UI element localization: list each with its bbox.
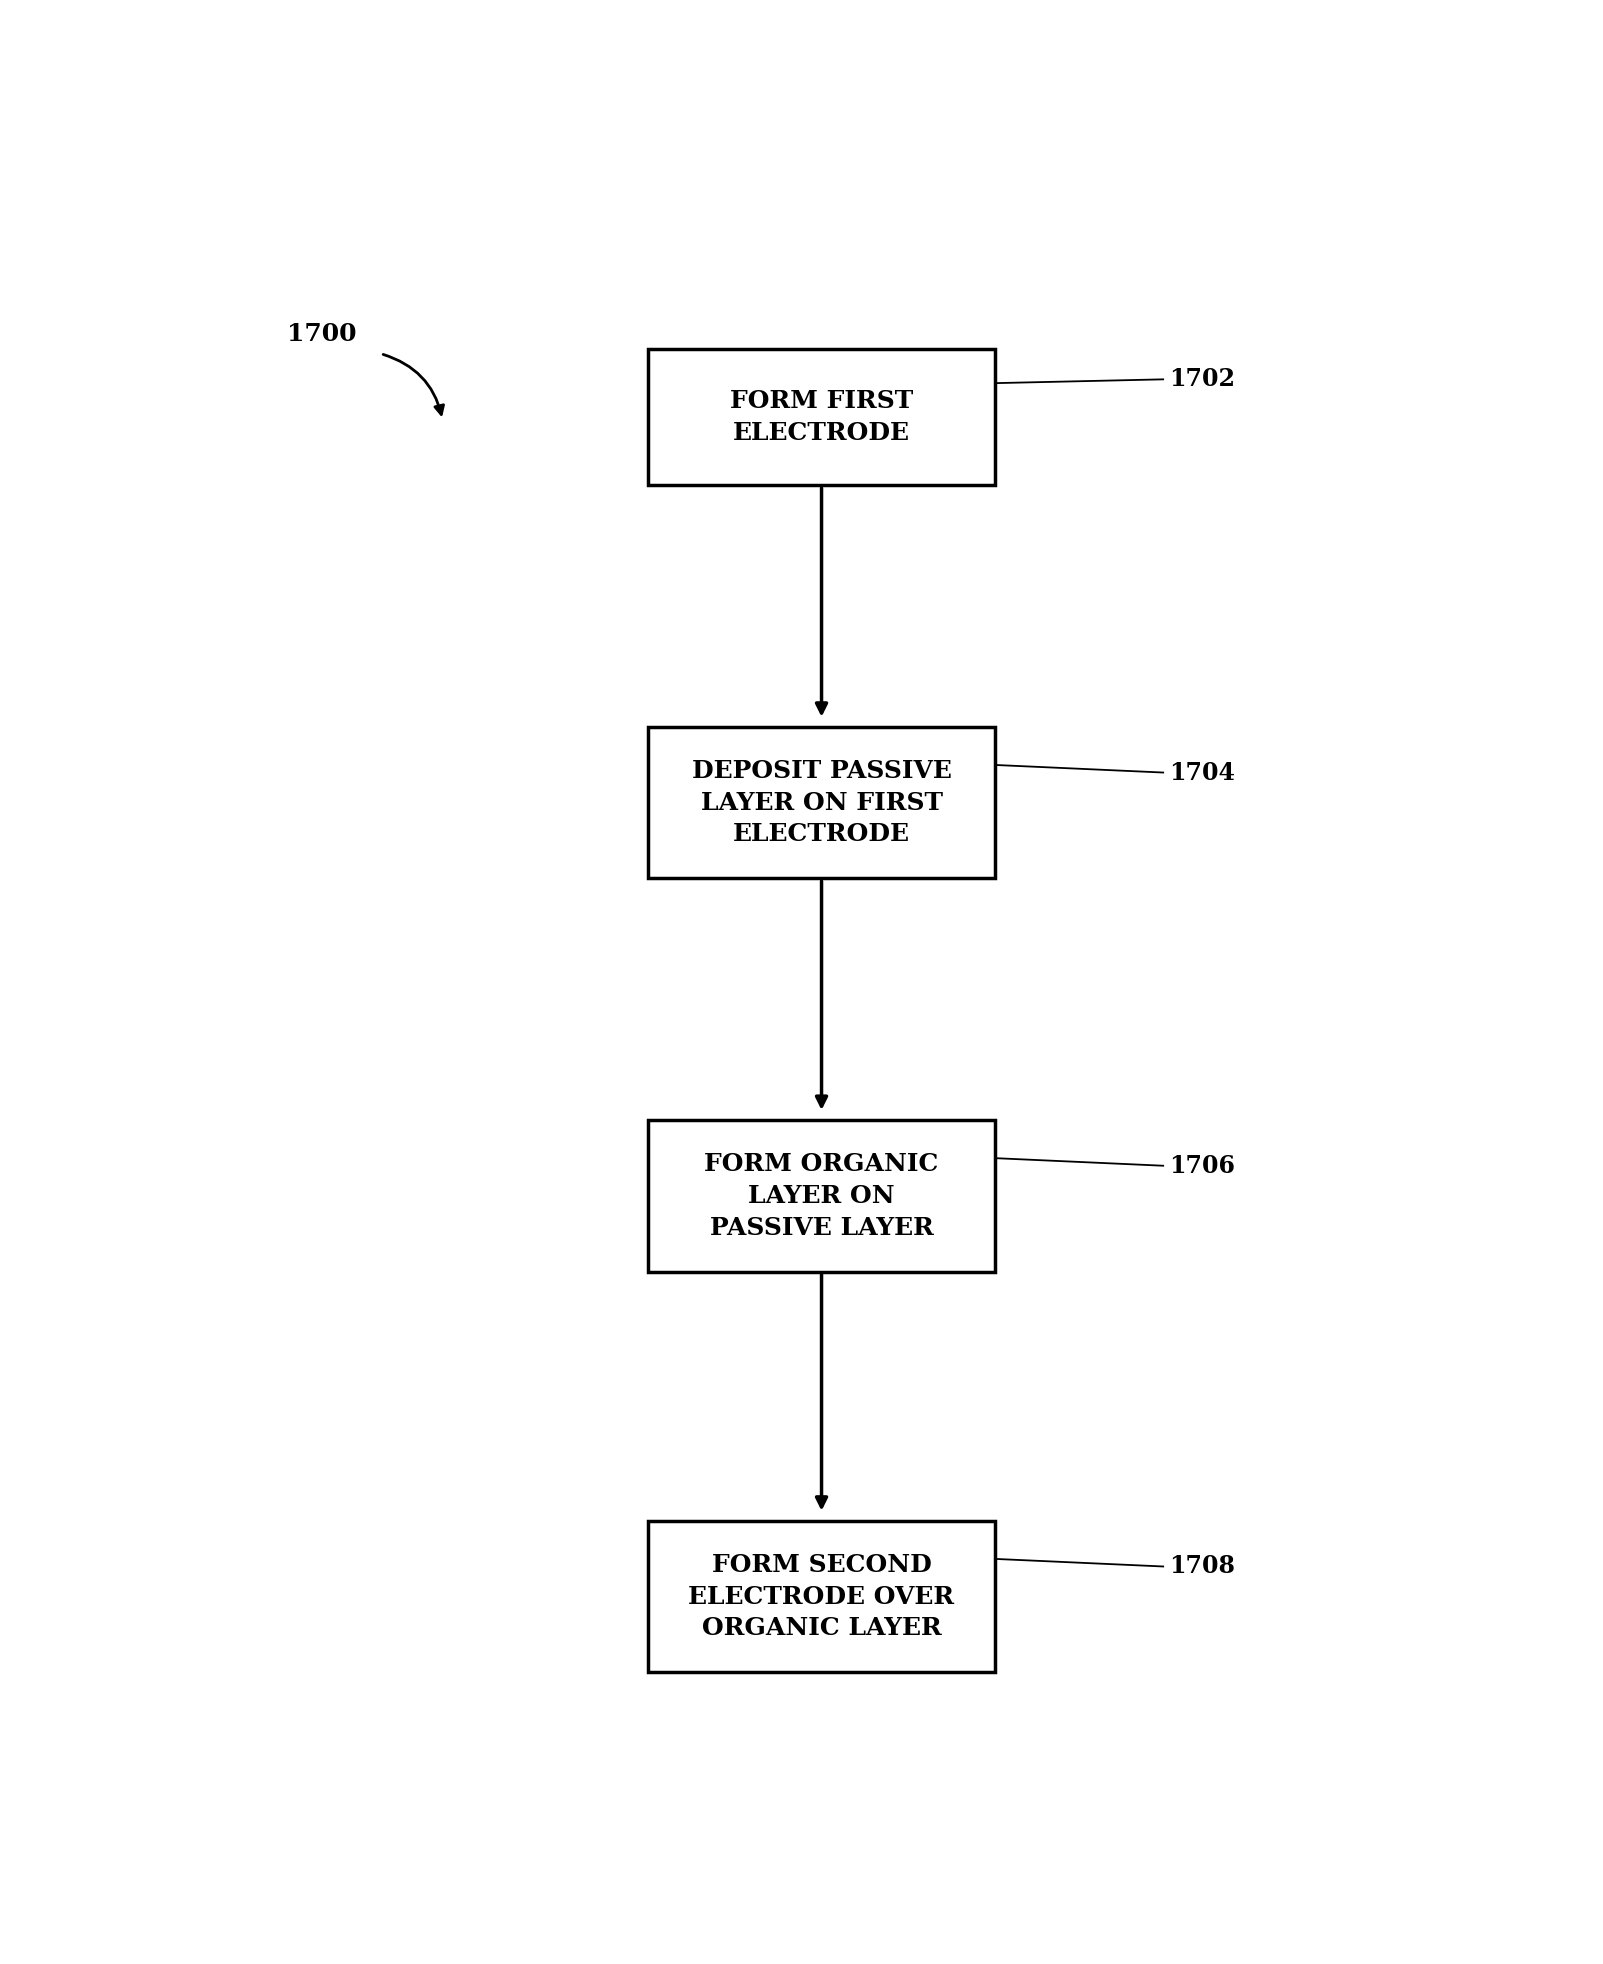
Text: 1708: 1708 (1170, 1554, 1236, 1579)
Bar (648, 350, 995, 485)
Bar (648, 1119, 995, 1271)
Text: 1700: 1700 (287, 322, 357, 346)
Text: FORM ORGANIC
LAYER ON
PASSIVE LAYER: FORM ORGANIC LAYER ON PASSIVE LAYER (704, 1153, 939, 1239)
Bar (648, 1520, 995, 1673)
Text: DEPOSIT PASSIVE
LAYER ON FIRST
ELECTRODE: DEPOSIT PASSIVE LAYER ON FIRST ELECTRODE (691, 760, 952, 846)
Text: 1702: 1702 (1170, 367, 1236, 391)
Text: 1704: 1704 (1170, 760, 1236, 784)
Bar (648, 727, 995, 878)
Text: 1706: 1706 (1170, 1153, 1236, 1178)
Text: FORM FIRST
ELECTRODE: FORM FIRST ELECTRODE (729, 389, 914, 446)
Text: FORM SECOND
ELECTRODE OVER
ORGANIC LAYER: FORM SECOND ELECTRODE OVER ORGANIC LAYER (688, 1554, 955, 1640)
